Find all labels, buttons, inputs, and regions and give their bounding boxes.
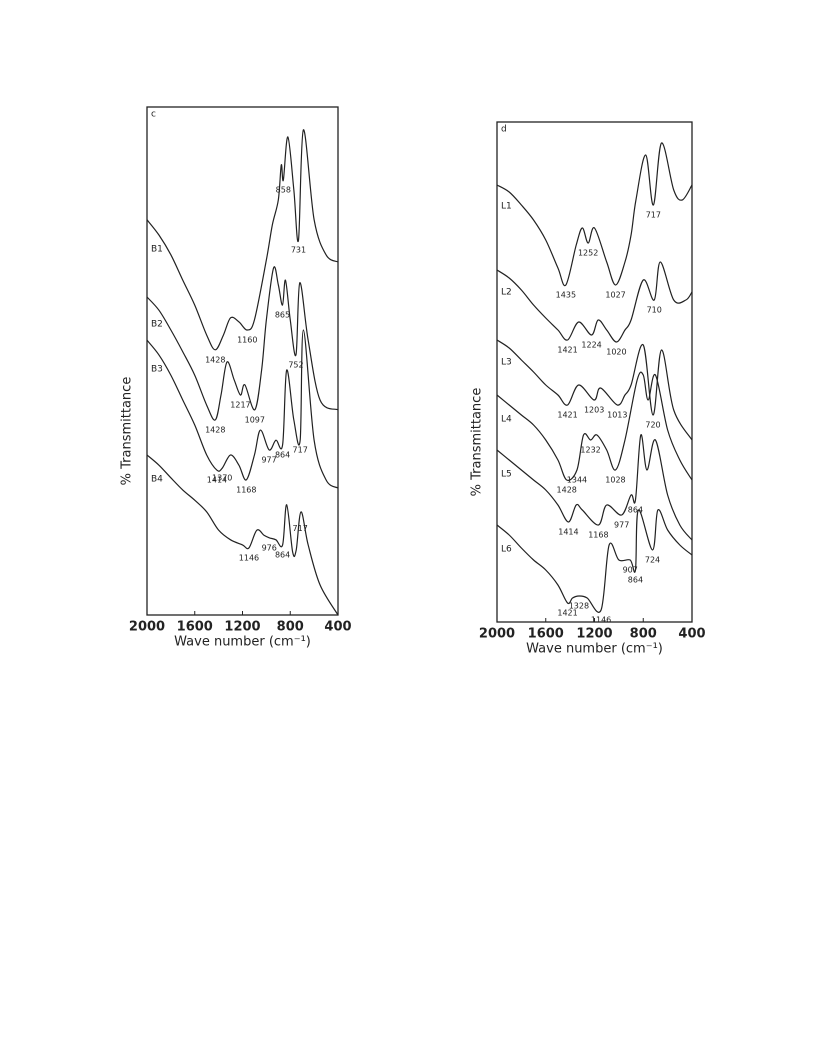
series-label: B3 (151, 364, 163, 374)
spectrum-line (496, 261, 693, 343)
series-label: B2 (151, 320, 163, 330)
plot-frame (496, 121, 693, 623)
peak-label: 1028 (605, 476, 625, 485)
spectrum-line (496, 509, 693, 613)
x-tick-label: 400 (678, 627, 705, 642)
peak-label: 976 (262, 543, 277, 552)
peak-label: 1168 (236, 485, 256, 494)
peak-label: 717 (293, 446, 308, 455)
peak-label: 710 (647, 306, 662, 315)
series-label: B1 (151, 245, 163, 255)
peak-label: 1232 (580, 446, 600, 455)
peak-label: 864 (628, 506, 643, 515)
peak-label: 1168 (588, 531, 608, 540)
peak-label: 865 (275, 311, 290, 320)
peak-label: 1224 (581, 341, 601, 350)
peak-label: 1421 (557, 346, 577, 355)
panel-label: c (151, 110, 156, 120)
peak-label: 1097 (245, 415, 265, 424)
peak-label: 1414 (558, 528, 578, 537)
x-axis-label: Wave number (cm⁻¹) (526, 642, 663, 657)
peak-label: 1146 (591, 616, 611, 625)
series-label: L6 (501, 545, 512, 555)
series-label: L2 (501, 288, 512, 298)
peak-label: 752 (288, 360, 303, 369)
x-axis-label: Wave number (cm⁻¹) (174, 635, 311, 650)
y-axis-label: % Transmittance (120, 377, 135, 486)
spectrum-line (496, 371, 693, 481)
peak-label: 720 (645, 421, 660, 430)
x-tick-label: 800 (630, 627, 657, 642)
spectrum-line (146, 129, 339, 351)
peak-label: 977 (614, 521, 629, 530)
x-tick-label: 2000 (479, 627, 515, 642)
x-tick-label: 1600 (528, 627, 564, 642)
peak-label: 717 (293, 524, 308, 533)
peak-label: 907 (623, 566, 638, 575)
spectrum-line (146, 454, 339, 616)
peak-label: 1370 (212, 474, 232, 483)
peak-label: 1428 (205, 425, 225, 434)
peak-label: 1328 (569, 602, 589, 611)
y-axis-label: % Transmittance (470, 388, 485, 497)
x-tick-label: 2000 (129, 620, 165, 635)
peak-label: 1252 (578, 249, 598, 258)
peak-label: 1013 (607, 411, 627, 420)
peak-label: 731 (291, 246, 306, 255)
x-tick-label: 800 (277, 620, 304, 635)
peak-label: 1414 (207, 476, 227, 485)
series-label: L3 (501, 358, 512, 368)
peak-label: 1421 (557, 411, 577, 420)
peak-label: 864 (275, 550, 290, 559)
peak-label: 1217 (230, 401, 250, 410)
x-tick-label: 400 (324, 620, 351, 635)
peak-label: 1020 (606, 348, 626, 357)
x-tick-label: 1200 (224, 620, 260, 635)
spectrum-line (146, 266, 339, 421)
peak-label: 1428 (557, 486, 577, 495)
series-label: L1 (501, 202, 512, 212)
peak-label: 858 (276, 186, 291, 195)
series-label: L5 (501, 470, 512, 480)
spectrum-line (496, 434, 693, 541)
peak-label: 1027 (605, 291, 625, 300)
peak-label: 977 (261, 455, 276, 464)
series-label: B4 (151, 475, 163, 485)
spectrum-line (496, 339, 693, 441)
spectrum-line (146, 329, 339, 489)
peak-label: 1146 (239, 553, 259, 562)
series-label: L4 (501, 415, 512, 425)
peak-label: 1421 (557, 609, 577, 618)
panel-label: d (501, 125, 507, 135)
peak-label: 717 (646, 211, 661, 220)
peak-label: 1428 (205, 355, 225, 364)
peak-label: 1203 (584, 406, 604, 415)
x-tick-label: 1200 (576, 627, 612, 642)
spectrum-line (496, 142, 693, 287)
peak-label: 1435 (556, 291, 576, 300)
x-tick-label: 1600 (177, 620, 213, 635)
peak-label: 724 (645, 556, 660, 565)
peak-label: 864 (628, 576, 643, 585)
peak-label: 864 (275, 450, 290, 459)
peak-label: 1160 (237, 336, 257, 345)
peak-label: 1344 (567, 476, 587, 485)
